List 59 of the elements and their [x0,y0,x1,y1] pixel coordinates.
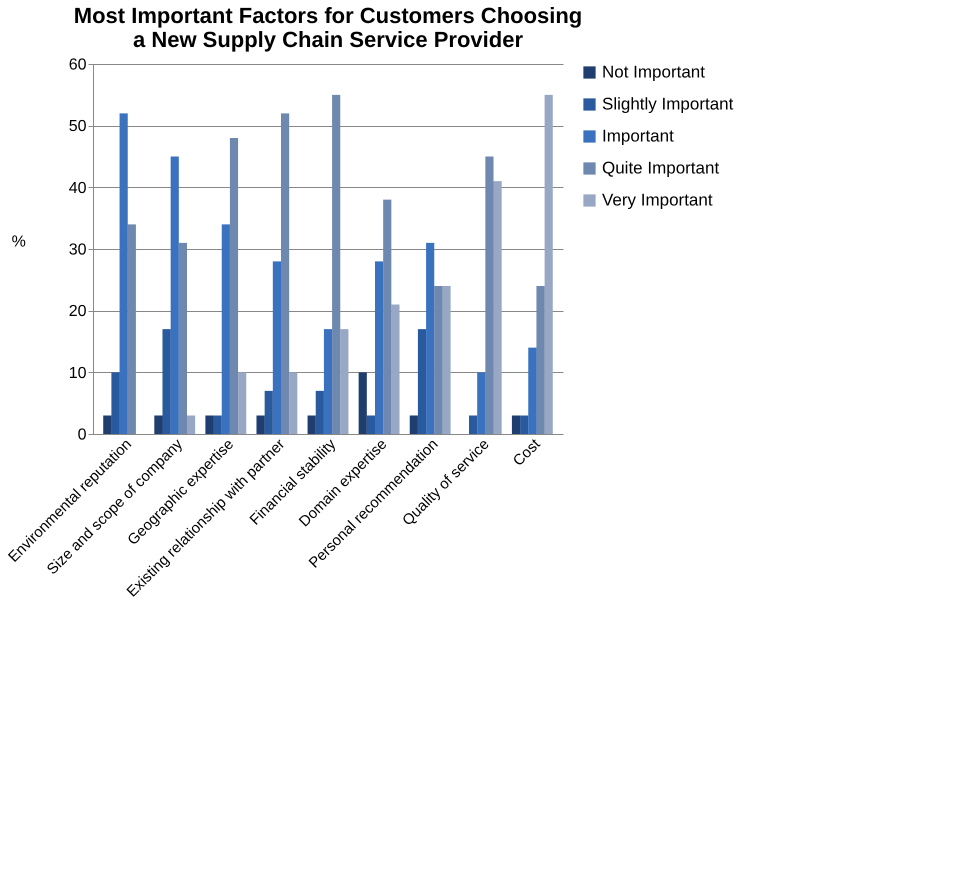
bar [222,224,230,434]
legend-label: Quite Important [602,158,720,178]
bar [375,261,384,434]
bar [442,286,451,434]
bar [477,372,486,434]
bar [332,94,340,434]
bar [434,286,442,434]
bar [418,329,426,434]
bar [264,390,273,434]
bar [281,113,290,434]
bar [214,416,222,434]
bar [528,348,536,434]
bar [316,390,324,434]
y-axis-title: % [12,234,26,250]
text: a New Supply Chain Service Provider [132,27,524,52]
bar [391,304,400,434]
bar [187,416,196,434]
bar [111,372,120,434]
bar [170,156,179,434]
bar [485,156,494,434]
legend-label: Slightly Important [602,94,734,114]
y-tick-label: 30 [68,242,87,258]
bar [324,329,332,434]
bar [162,329,171,434]
y-tick-label: 0 [78,426,87,444]
bar [536,286,545,434]
bar [289,372,298,434]
bar [238,372,246,434]
bar [340,329,348,434]
bar [272,261,281,434]
bar [178,242,187,434]
text: Most Important Factors for Customers Choosing [74,3,582,28]
y-tick-label: 60 [68,56,87,74]
bar [154,416,162,434]
bar [103,416,112,434]
bar [520,416,528,434]
bar [410,416,418,434]
y-tick-label: 40 [68,180,87,197]
bar [494,181,502,434]
bar [366,416,375,434]
bar [205,416,214,434]
y-tick-label: 50 [68,118,87,136]
y-tick-label: 10 [68,364,87,382]
bar [544,94,553,434]
bar [358,372,367,434]
bar [256,416,265,434]
x-tick-label: Cost [510,435,544,470]
bar [230,138,238,434]
bar [120,113,128,434]
bar [308,416,316,434]
legend-label: Important [602,126,674,146]
legend-label: Very Important [602,190,713,210]
bar [469,416,478,434]
bar [128,224,136,434]
bar [512,416,520,434]
bar [426,242,434,434]
bar [383,200,392,434]
legend-label: Not Important [602,62,706,82]
y-tick-label: 20 [68,303,87,320]
